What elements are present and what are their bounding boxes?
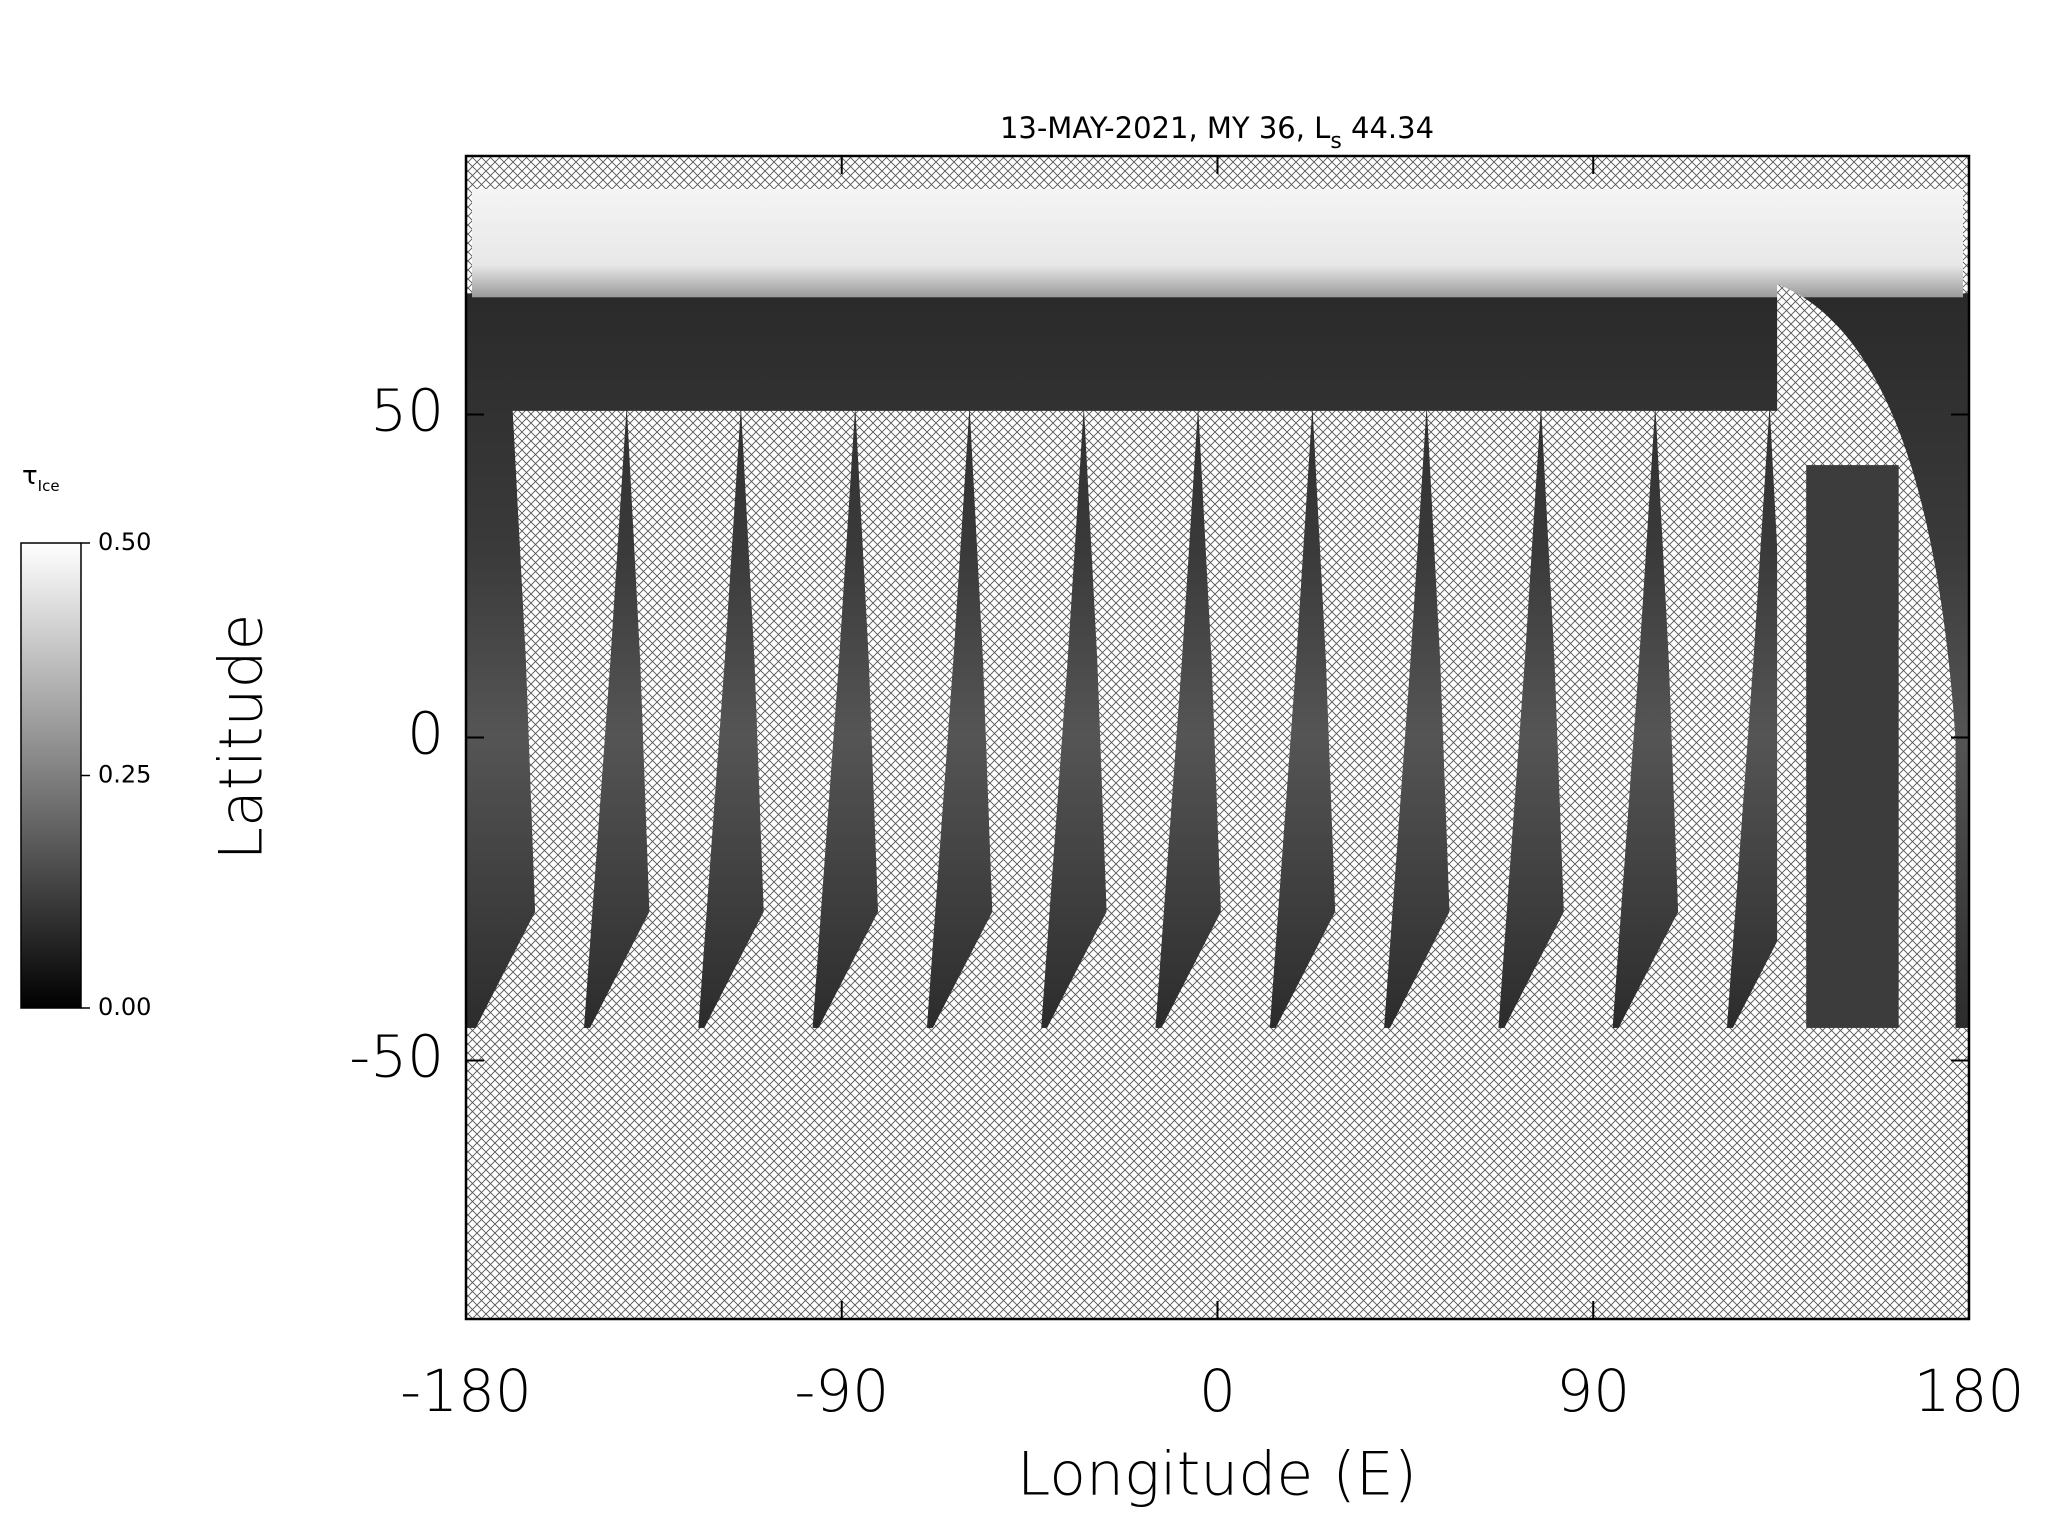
data-gap bbox=[1504, 410, 1655, 1028]
data-gap bbox=[1275, 410, 1427, 1028]
y-tick-label: 0 bbox=[407, 700, 444, 768]
chart-title: 13-MAY-2021, MY 36, Ls 44.34 bbox=[1000, 111, 1434, 154]
data-gap bbox=[590, 410, 741, 1028]
colorbar-symbol: τ bbox=[22, 461, 38, 491]
polar-cap bbox=[472, 188, 1963, 298]
colorbar-tick-label: 0.00 bbox=[98, 993, 151, 1021]
x-tick-label: 0 bbox=[1199, 1357, 1236, 1425]
map-image bbox=[466, 156, 1969, 1319]
swath bbox=[1806, 465, 1899, 1028]
colorbar-tick-label: 0.50 bbox=[98, 528, 151, 556]
data-gap bbox=[1047, 410, 1198, 1028]
data-gap bbox=[932, 410, 1084, 1028]
data-gap bbox=[1618, 410, 1770, 1028]
y-tick-label: 50 bbox=[370, 376, 444, 444]
data-gap bbox=[704, 410, 855, 1028]
x-axis-title: Longitude (E) bbox=[1017, 1440, 1417, 1510]
colorbar-subscript: Ice bbox=[38, 477, 60, 495]
colorbar-title: τIce bbox=[22, 461, 60, 495]
x-tick-label: -90 bbox=[794, 1357, 889, 1425]
x-tick-label: 180 bbox=[1914, 1357, 2025, 1425]
x-tick-label: -180 bbox=[400, 1357, 532, 1425]
data-gap bbox=[475, 410, 627, 1028]
title-suffix: 44.34 bbox=[1342, 111, 1434, 145]
data-gap bbox=[1161, 410, 1313, 1028]
title-subscript: s bbox=[1330, 129, 1341, 154]
data-gap bbox=[1390, 410, 1541, 1028]
x-tick-label: 90 bbox=[1556, 1357, 1630, 1425]
colorbar-tick-label: 0.25 bbox=[98, 761, 151, 789]
lower-hatch bbox=[466, 1027, 1969, 1319]
y-tick-label: -50 bbox=[349, 1023, 444, 1091]
y-axis-title: Latitude bbox=[207, 614, 277, 861]
data-gap bbox=[818, 410, 970, 1028]
title-text: 13-MAY-2021, MY 36, L bbox=[1000, 111, 1330, 145]
colorbar bbox=[20, 542, 82, 1009]
